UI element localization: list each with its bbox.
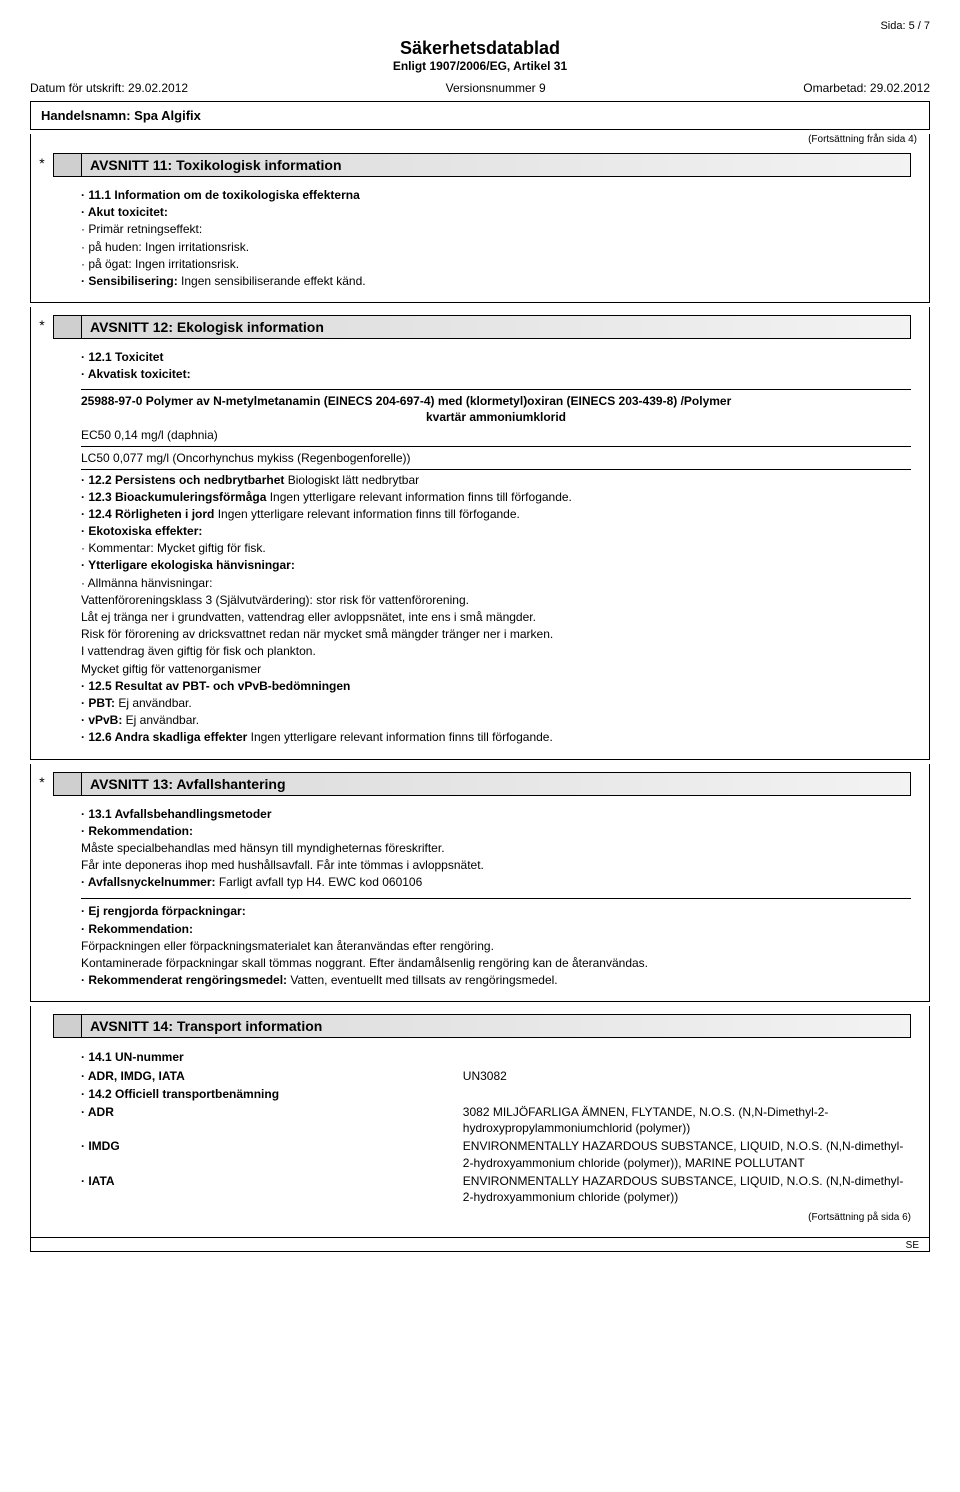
doc-title: Säkerhetsdatablad: [30, 38, 930, 59]
trade-name-box: Handelsnamn: Spa Algifix: [30, 101, 930, 130]
changed-marker: *: [31, 315, 53, 746]
lc50: LC50 0,077 mg/l (Oncorhynchus mykiss (Re…: [81, 451, 911, 465]
text-line: · vPvB: Ej användbar.: [81, 712, 911, 728]
text-line: · på ögat: Ingen irritationsrisk.: [81, 256, 911, 272]
version: Versionsnummer 9: [446, 81, 546, 95]
page-number: Sida: 5 / 7: [30, 20, 930, 32]
section-11: (Fortsättning från sida 4) * AVSNITT 11:…: [30, 134, 930, 303]
text-line: · Allmänna hänvisningar:: [81, 575, 911, 591]
section-body: · 13.1 Avfallsbehandlingsmetoder· Rekomm…: [53, 806, 911, 989]
section-13: * AVSNITT 13: Avfallshantering · 13.1 Av…: [30, 764, 930, 1003]
text-line: Vattenföroreningsklass 3 (Självutvärderi…: [81, 592, 911, 608]
text-line: Låt ej tränga ner i grundvatten, vattend…: [81, 609, 911, 625]
changed-marker: *: [31, 772, 53, 990]
continuation-from: (Fortsättning från sida 4): [31, 134, 929, 145]
text-line: · 12.2 Persistens och nedbrytbarhet Biol…: [81, 472, 911, 488]
text-line: · Akvatisk toxicitet:: [81, 366, 911, 382]
section-title: AVSNITT 14: Transport information: [81, 1014, 911, 1038]
text-line: · Avfallsnyckelnummer: Farligt avfall ty…: [81, 874, 911, 890]
text-line: · på huden: Ingen irritationsrisk.: [81, 239, 911, 255]
text-line: · PBT: Ej användbar.: [81, 695, 911, 711]
changed-marker: *: [31, 153, 53, 290]
text-line: · Rekommenderat rengöringsmedel: Vatten,…: [81, 972, 911, 988]
text-line: Förpackningen eller förpackningsmaterial…: [81, 938, 911, 954]
table-row: · ADR3082 MILJÖFARLIGA ÄMNEN, FLYTANDE, …: [81, 1103, 911, 1137]
table-row: · 14.1 UN-nummer: [81, 1048, 911, 1066]
section-body: · 14.1 UN-nummer· ADR, IMDG, IATAUN3082·…: [53, 1048, 911, 1223]
table-row: · IMDGENVIRONMENTALLY HAZARDOUS SUBSTANC…: [81, 1137, 911, 1171]
section-title-bar: AVSNITT 12: Ekologisk information: [53, 315, 911, 339]
text-line: · 12.5 Resultat av PBT- och vPvB-bedömni…: [81, 678, 911, 694]
text-line: · 12.3 Bioackumuleringsförmåga Ingen ytt…: [81, 489, 911, 505]
continuation-next: (Fortsättning på sida 6): [81, 1212, 911, 1223]
text-line: · Rekommendation:: [81, 921, 911, 937]
print-date: Datum för utskrift: 29.02.2012: [30, 81, 188, 95]
text-line: · Kommentar: Mycket giftig för fisk.: [81, 540, 911, 556]
text-line: · 11.1 Information om de toxikologiska e…: [81, 187, 911, 203]
text-line: · Ej rengjorda förpackningar:: [81, 903, 911, 919]
section-body: · 12.1 Toxicitet· Akvatisk toxicitet: 25…: [53, 349, 911, 745]
doc-subtitle: Enligt 1907/2006/EG, Artikel 31: [30, 59, 930, 73]
meta-row: Datum för utskrift: 29.02.2012 Versionsn…: [30, 81, 930, 95]
section-body: · 11.1 Information om de toxikologiska e…: [53, 187, 911, 289]
section-title: AVSNITT 12: Ekologisk information: [81, 315, 911, 339]
text-line: · Akut toxicitet:: [81, 204, 911, 220]
text-line: Risk för förorening av dricksvattnet red…: [81, 626, 911, 642]
table-row: · 14.2 Officiell transportbenämning: [81, 1085, 911, 1103]
section-title-bar: AVSNITT 14: Transport information: [53, 1014, 911, 1038]
ec50: EC50 0,14 mg/l (daphnia): [81, 428, 911, 447]
text-line: · Sensibilisering: Ingen sensibiliserand…: [81, 273, 911, 289]
trade-name: Handelsnamn: Spa Algifix: [41, 108, 919, 123]
changed-marker: [31, 1014, 53, 1223]
section-title: AVSNITT 13: Avfallshantering: [81, 772, 911, 796]
text-line: I vattendrag även giftig för fisk och pl…: [81, 643, 911, 659]
section-14: AVSNITT 14: Transport information · 14.1…: [30, 1006, 930, 1252]
transport-table: · 14.1 UN-nummer· ADR, IMDG, IATAUN3082·…: [81, 1048, 911, 1206]
section-title-bar: AVSNITT 11: Toxikologisk information: [53, 153, 911, 177]
section-12: * AVSNITT 12: Ekologisk information · 12…: [30, 307, 930, 759]
section-title: AVSNITT 11: Toxikologisk information: [81, 153, 911, 177]
text-line: · 12.1 Toxicitet: [81, 349, 911, 365]
footer-country-code: SE: [31, 1240, 929, 1251]
revised: Omarbetad: 29.02.2012: [803, 81, 930, 95]
text-line: · Ekotoxiska effekter:: [81, 523, 911, 539]
text-line: · 13.1 Avfallsbehandlingsmetoder: [81, 806, 911, 822]
subbox-mid: kvartär ammoniumklorid: [81, 410, 911, 424]
text-line: · Ytterligare ekologiska hänvisningar:: [81, 557, 911, 573]
subbox-head: 25988-97-0 Polymer av N-metylmetanamin (…: [81, 394, 911, 408]
table-row: · IATAENVIRONMENTALLY HAZARDOUS SUBSTANC…: [81, 1172, 911, 1206]
text-line: Kontaminerade förpackningar skall tömmas…: [81, 955, 911, 971]
text-line: · Rekommendation:: [81, 823, 911, 839]
text-line: · Primär retningseffekt:: [81, 221, 911, 237]
section-title-bar: AVSNITT 13: Avfallshantering: [53, 772, 911, 796]
text-line: Får inte deponeras ihop med hushållsavfa…: [81, 857, 911, 873]
table-row: · ADR, IMDG, IATAUN3082: [81, 1067, 911, 1085]
text-line: · 12.6 Andra skadliga effekter Ingen ytt…: [81, 729, 911, 745]
text-line: Måste specialbehandlas med hänsyn till m…: [81, 840, 911, 856]
text-line: Mycket giftig för vattenorganismer: [81, 661, 911, 677]
toxicity-subbox: 25988-97-0 Polymer av N-metylmetanamin (…: [81, 389, 911, 470]
text-line: · 12.4 Rörligheten i jord Ingen ytterlig…: [81, 506, 911, 522]
